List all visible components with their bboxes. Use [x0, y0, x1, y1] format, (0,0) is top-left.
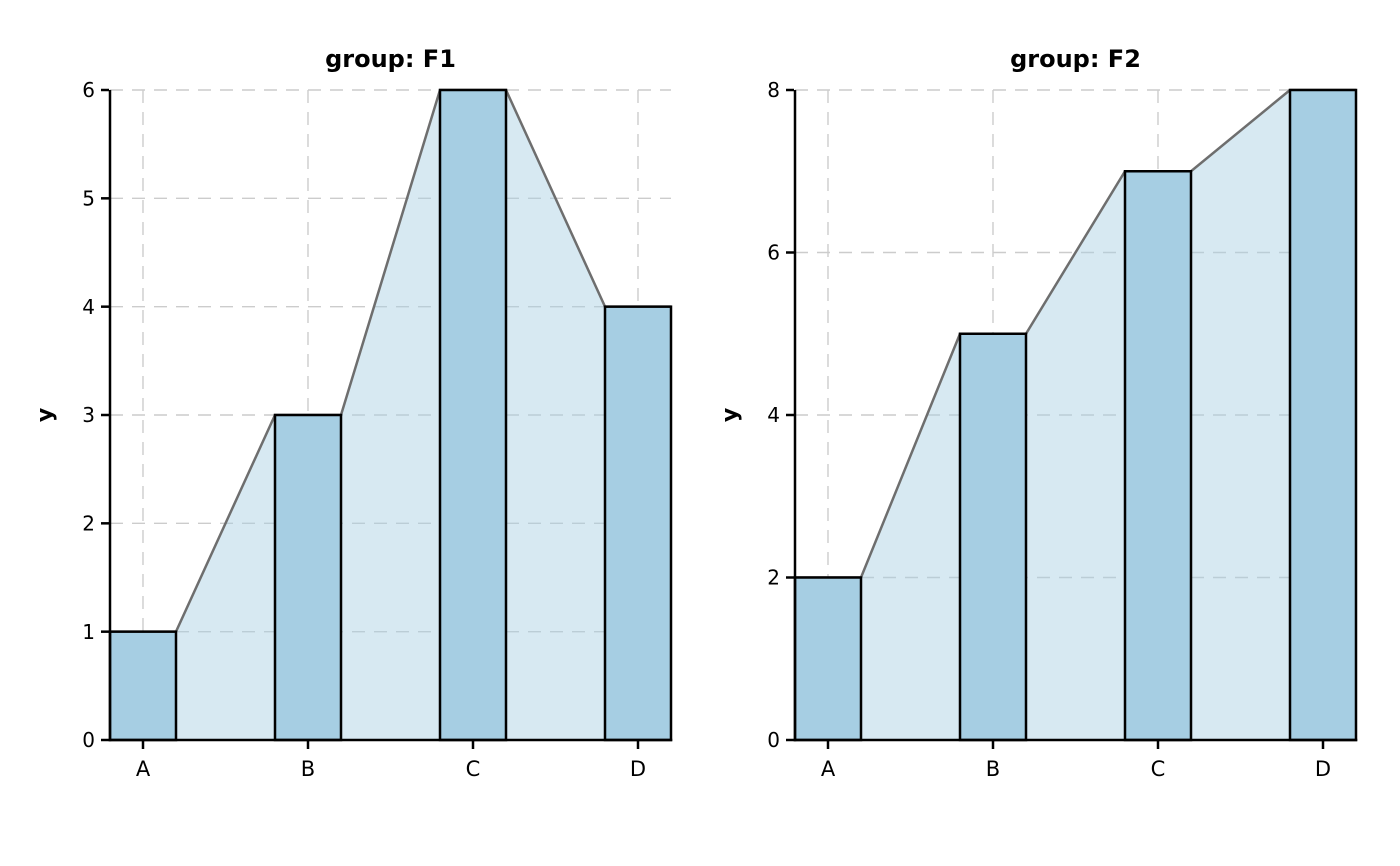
y-tick-label: 4 [767, 403, 780, 427]
y-tick-label: 0 [82, 728, 95, 752]
x-tick-label: A [136, 757, 151, 781]
area-fill [795, 90, 1356, 740]
y-tick-label: 3 [82, 403, 95, 427]
y-tick-label: 0 [767, 728, 780, 752]
x-tick-label: B [301, 757, 315, 781]
plot-title: group: F1 [325, 45, 456, 73]
profile-line [795, 88, 1356, 579]
x-tick-label: D [630, 757, 646, 781]
x-tick-label: C [1151, 757, 1166, 781]
y-tick-label: 1 [82, 620, 95, 644]
bar-b [958, 332, 1028, 742]
x-tick-label: D [1315, 757, 1331, 781]
y-tick-label: 4 [82, 295, 95, 319]
bar-d [603, 305, 673, 742]
x-tick-label: B [986, 757, 1000, 781]
area-fill [110, 90, 671, 740]
y-tick-label: 6 [82, 78, 95, 102]
bar-a [108, 630, 178, 742]
bar-b [273, 413, 343, 742]
plot-title: group: F2 [1010, 45, 1141, 73]
bar-a [793, 576, 863, 742]
bar-d [1288, 88, 1358, 742]
y-tick-label: 6 [767, 241, 780, 265]
y-tick-label: 2 [82, 512, 95, 536]
y-tick-label: 5 [82, 187, 95, 211]
y-tick-label: 2 [767, 566, 780, 590]
y-axis-label: y [718, 408, 743, 422]
bar-c [438, 88, 508, 742]
x-tick-label: A [821, 757, 836, 781]
bar-c [1123, 170, 1193, 742]
profile-line [110, 88, 671, 633]
y-tick-label: 8 [767, 78, 780, 102]
x-tick-label: C [466, 757, 481, 781]
y-axis-label: y [33, 408, 58, 422]
